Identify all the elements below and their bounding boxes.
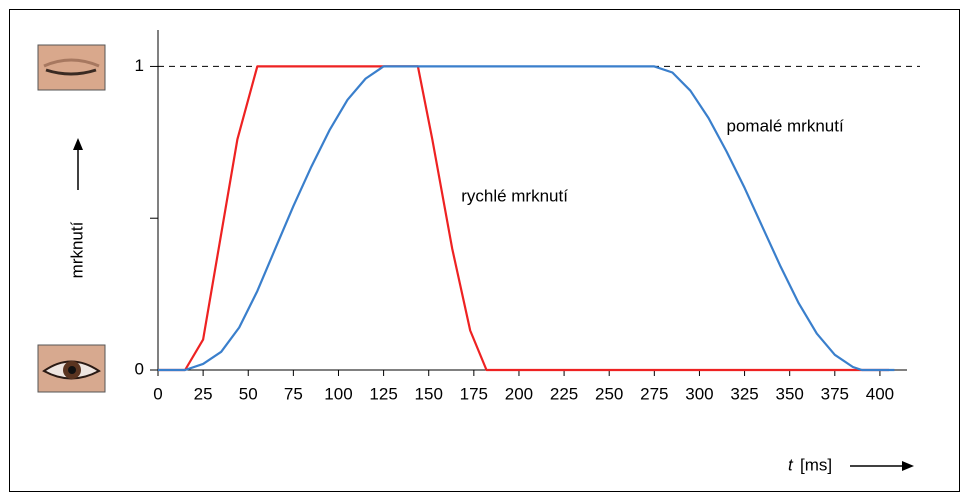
series-line <box>158 65 895 372</box>
x-tick-label: 75 <box>284 384 303 403</box>
x-tick-label: 0 <box>153 384 162 403</box>
x-tick-label: 250 <box>595 384 623 403</box>
x-label-symbol: t <box>788 455 794 474</box>
x-label-unit: [ms] <box>800 455 832 474</box>
x-tick-label: 25 <box>194 384 213 403</box>
x-tick-label: 225 <box>550 384 578 403</box>
frame <box>9 9 960 492</box>
x-tick-label: 175 <box>460 384 488 403</box>
y-label-group: mrknutí <box>67 138 86 278</box>
x-tick-label: 150 <box>415 384 443 403</box>
x-tick-label: 100 <box>324 384 352 403</box>
x-tick-label: 400 <box>866 384 894 403</box>
x-tick-label: 125 <box>369 384 397 403</box>
x-label-group: t [ms] <box>788 455 914 474</box>
x-tick-label: 350 <box>775 384 803 403</box>
x-tick-label: 375 <box>821 384 849 403</box>
eye-closed-icon <box>37 44 106 91</box>
series-label: pomalé mrknutí <box>727 117 844 136</box>
x-tick-label: 325 <box>730 384 758 403</box>
x-tick-label: 200 <box>505 384 533 403</box>
x-tick-label: 275 <box>640 384 668 403</box>
y-tick-label: 1 <box>135 56 144 75</box>
series-label: rychlé mrknutí <box>461 186 568 205</box>
x-tick-label: 50 <box>239 384 258 403</box>
eye-open-icon <box>37 344 106 393</box>
y-arrowhead <box>73 138 83 150</box>
x-tick-label: 300 <box>685 384 713 403</box>
y-label: mrknutí <box>67 221 86 278</box>
x-arrowhead <box>902 461 914 471</box>
y-tick-label: 0 <box>135 359 144 378</box>
